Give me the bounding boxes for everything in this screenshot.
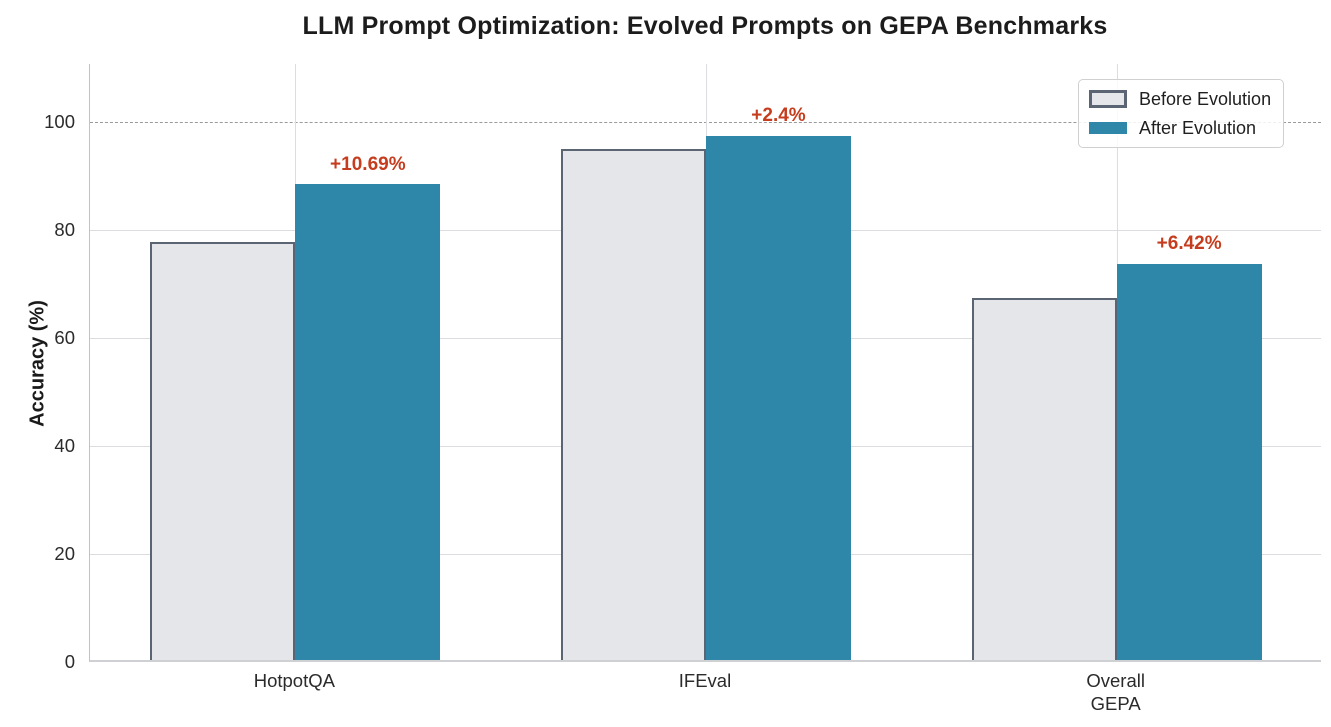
bar-group-overall-gepa [971, 64, 1262, 660]
annotation-overall-gepa: +6.42% [1156, 233, 1222, 255]
annotation-hotpotqa: +10.69% [330, 153, 406, 175]
bar-before-evolution-ifeval [561, 148, 706, 660]
reference-line-100 [90, 121, 1321, 123]
annotation-ifeval: +2.4% [751, 105, 806, 127]
bar-after-evolution-hotpotqa [295, 184, 441, 660]
x-tick-line: HotpotQA [253, 670, 335, 691]
legend-label-after-evolution: After Evolution [1139, 118, 1257, 138]
y-tick-label-100: 100 [44, 110, 75, 132]
x-tick-line: IFEval [678, 670, 732, 691]
x-tick-label-overall-gepa: Overall GEPA [1086, 669, 1145, 715]
legend-item-after-evolution: After Evolution [1089, 116, 1271, 140]
bar-before-evolution-hotpotqa [150, 242, 296, 660]
before-evolution-swatch-icon [1089, 90, 1127, 108]
bar-before-evolution-overall-gepa [971, 298, 1117, 660]
y-tick-label-0: 0 [64, 651, 75, 672]
x-tick-line: Overall [1086, 670, 1145, 691]
bar-group-ifeval [561, 64, 851, 660]
legend: Before Evolution After Evolution [1078, 79, 1285, 148]
y-tick-label-40: 40 [54, 434, 75, 456]
legend-label-before-evolution: Before Evolution [1139, 89, 1272, 109]
chart-title: LLM Prompt Optimization: Evolved Prompts… [302, 12, 1108, 40]
bar-after-evolution-overall-gepa [1116, 263, 1262, 660]
y-tick-label-20: 20 [54, 542, 75, 564]
bar-after-evolution-ifeval [706, 135, 851, 660]
x-tick-label-ifeval: IFEval [679, 669, 731, 692]
y-tick-label-80: 80 [54, 218, 75, 240]
after-evolution-swatch-icon [1089, 122, 1127, 134]
y-tick-label-60: 60 [54, 326, 75, 348]
y-axis-label: Accuracy (%) [26, 300, 49, 427]
x-tick-line: GEPA [1090, 693, 1141, 714]
x-tick-label-hotpotqa: HotpotQA [254, 669, 335, 692]
plot-area: +10.69% +2.4% +6.42% [89, 64, 1321, 662]
bar-group-hotpotqa [150, 64, 441, 660]
legend-item-before-evolution: Before Evolution [1089, 87, 1271, 111]
